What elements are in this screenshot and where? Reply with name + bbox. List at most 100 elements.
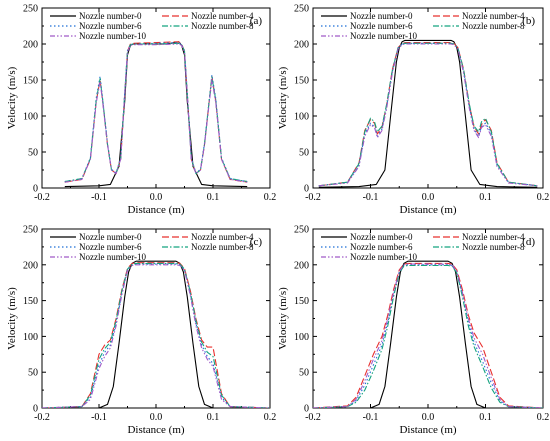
legend-label: Nozzle number-8 (462, 242, 525, 252)
series-line (318, 42, 538, 187)
chart-panel: -0.2 -0.1 0.0 0.1 0.2 0 50 100 150 200 250 Distance… (6, 225, 276, 437)
y-tick-label: 0 (33, 184, 38, 195)
series-line (318, 42, 538, 187)
series-line (64, 43, 248, 183)
legend-label: Nozzle number-4 (191, 232, 254, 242)
x-tick-label: -0.2 (34, 412, 50, 423)
legend-label: Nozzle number-8 (191, 242, 254, 252)
x-tick-label: -0.2 (34, 192, 50, 203)
y-tick-label: 150 (294, 296, 309, 307)
x-tick-label: -0.1 (363, 412, 379, 423)
series-line (313, 264, 543, 408)
series-line (318, 39, 538, 188)
panel-label: (d) (522, 236, 535, 248)
legend-label: Nozzle number-0 (79, 232, 142, 242)
x-tick-label: 0.0 (150, 412, 163, 423)
y-tick-label: 100 (294, 112, 309, 123)
legend-label: Nozzle number-10 (350, 252, 418, 262)
y-tick-label: 200 (23, 40, 38, 51)
series-line (42, 264, 270, 408)
legend-label: Nozzle number-10 (350, 31, 418, 41)
series-line (42, 260, 270, 408)
legend-label: Nozzle number-8 (462, 21, 525, 31)
legend-label: Nozzle number-0 (79, 11, 142, 21)
chart-panel: -0.2 -0.1 0.0 0.1 0.2 0 50 100 150 200 250 Distance… (6, 4, 276, 217)
y-tick-label: 50 (299, 148, 309, 159)
x-tick-label: -0.1 (91, 192, 107, 203)
y-tick-label: 0 (304, 404, 309, 415)
legend-label: Nozzle number-4 (462, 232, 525, 242)
panel-label: (b) (522, 15, 535, 27)
legend-label: Nozzle number-6 (350, 21, 413, 31)
legend-label: Nozzle number-6 (350, 242, 413, 252)
legend-label: Nozzle number-6 (79, 242, 142, 252)
x-tick-label: 0.0 (422, 412, 435, 423)
x-axis-label: Distance (m) (127, 424, 184, 436)
y-tick-label: 250 (294, 4, 309, 15)
x-axis-label: Distance (m) (399, 424, 456, 436)
x-tick-label: 0.0 (422, 192, 435, 203)
plot-frame (41, 7, 271, 189)
legend-label: Nozzle number-6 (79, 21, 142, 31)
plot-frame (312, 228, 544, 409)
plot-frame (312, 7, 544, 189)
series-line (64, 42, 248, 183)
series-line (318, 42, 538, 187)
series-line (64, 42, 248, 183)
y-tick-label: 50 (299, 368, 309, 379)
x-tick-label: 0.2 (264, 192, 277, 203)
y-tick-label: 200 (23, 260, 38, 271)
legend-label: Nozzle number-0 (350, 232, 413, 242)
y-axis-label: Velocity (m/s) (277, 66, 289, 129)
chart-panel: -0.2 -0.1 0.0 0.1 0.2 0 50 100 150 200 250 Distance… (277, 4, 549, 217)
x-tick-label: 0.1 (207, 412, 220, 423)
legend-label: Nozzle number-8 (191, 21, 254, 31)
x-tick-label: 0.2 (264, 412, 277, 423)
y-tick-label: 150 (294, 76, 309, 87)
x-tick-label: 0.1 (479, 192, 492, 203)
legend-label: Nozzle number-10 (79, 252, 147, 262)
x-tick-label: -0.1 (91, 412, 107, 423)
x-tick-label: 0.2 (537, 192, 550, 203)
y-tick-label: 100 (294, 332, 309, 343)
legend-label: Nozzle number-4 (191, 11, 254, 21)
y-tick-label: 200 (294, 40, 309, 51)
series-line (42, 263, 270, 408)
y-tick-label: 0 (304, 184, 309, 195)
y-tick-label: 0 (33, 404, 38, 415)
series-line (42, 262, 270, 408)
series-line (318, 43, 538, 187)
legend-label: Nozzle number-0 (350, 11, 413, 21)
y-tick-label: 100 (23, 112, 38, 123)
legend-label: Nozzle number-4 (462, 11, 525, 21)
y-tick-label: 250 (23, 4, 38, 15)
y-tick-label: 250 (294, 225, 309, 236)
x-tick-label: -0.2 (305, 192, 321, 203)
series-line (313, 260, 543, 408)
y-tick-label: 50 (28, 368, 38, 379)
y-tick-label: 100 (23, 332, 38, 343)
x-tick-label: -0.2 (305, 412, 321, 423)
x-tick-label: 0.1 (207, 192, 220, 203)
y-axis-label: Velocity (m/s) (6, 287, 18, 350)
x-axis-label: Distance (m) (399, 204, 456, 216)
series-line (313, 264, 543, 408)
x-axis-label: Distance (m) (127, 204, 184, 216)
series-line (313, 263, 543, 408)
y-tick-label: 200 (294, 260, 309, 271)
chart-panel: -0.2 -0.1 0.0 0.1 0.2 0 50 100 150 200 250 Distance… (277, 225, 549, 437)
x-tick-label: 0.1 (479, 412, 492, 423)
y-axis-label: Velocity (m/s) (6, 66, 18, 129)
x-tick-label: 0.2 (537, 412, 550, 423)
series-line (64, 41, 248, 188)
y-tick-label: 150 (23, 76, 38, 87)
y-axis-label: Velocity (m/s) (277, 287, 289, 350)
y-tick-label: 50 (28, 148, 38, 159)
y-tick-label: 150 (23, 296, 38, 307)
panel-label: (c) (250, 236, 263, 248)
plot-frame (41, 228, 271, 409)
y-tick-label: 250 (23, 225, 38, 236)
x-tick-label: -0.1 (363, 192, 379, 203)
series-line (313, 262, 543, 408)
